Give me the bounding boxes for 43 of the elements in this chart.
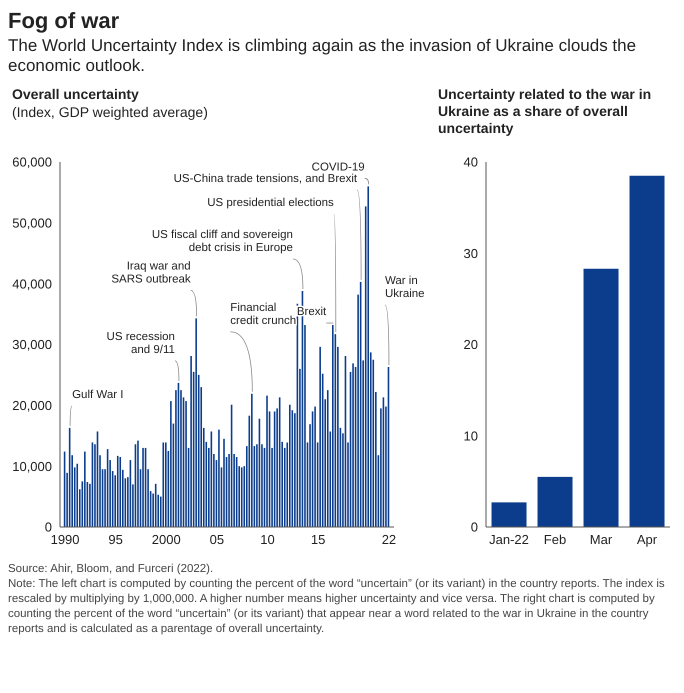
annotation: US presidential elections [207, 197, 334, 210]
annotation: Gulf War I [72, 388, 124, 401]
text: The World Uncertainty Index is climbing again as the invasion of Ukraine clouds the economic outlook. [8, 36, 638, 76]
annotation: US fiscal cliff and sovereign debt crisis in Europe [152, 228, 293, 254]
y-tick-label: 60,000 [12, 154, 52, 170]
y-tick-label: 50,000 [12, 215, 52, 230]
bar [492, 502, 527, 527]
y-tick-label: 20 [464, 337, 478, 352]
x-tick-label: Feb [544, 532, 566, 548]
annotation: Iraq war and SARS outbreak [111, 260, 191, 286]
chart-title: Uncertainty related to the war in Ukraine as a share of overall uncertainty [438, 86, 652, 137]
annotation: War in Ukraine [384, 275, 425, 300]
y-tick-label: 0 [470, 520, 478, 535]
x-tick-label: 2000 [152, 532, 181, 548]
annotation: US recession and 9/11 [106, 330, 175, 356]
x-tick-label: Jan-22 [489, 532, 529, 548]
y-tick-label: 30,000 [12, 337, 52, 352]
y-tick-label: 0 [44, 520, 52, 535]
y-tick-label: 40,000 [12, 276, 52, 292]
annotation: COVID-19 [312, 161, 365, 174]
text: Note: The left chart is computed by counting the percent of the word “uncertain” (or its variant) in the country reports. The index is rescaled by multiplying by 1,000,000. A higher number means higher uncertainty and vice versa. The right chart is computed by counting the percent of the word “uncertain” (or its variant) that appear near a word related to the war in Ukraine in the country reports and is calculated as a parentage of overall uncertainty. [8, 577, 666, 637]
chart-subtitle: (Index, GDP weighted average) [12, 103, 209, 121]
bar [538, 476, 573, 527]
x-tick-label: 1990 [50, 532, 80, 548]
annotation: Financial credit crunch [230, 302, 296, 327]
x-tick-label: 05 [210, 532, 224, 548]
y-tick-label: 20,000 [12, 398, 52, 413]
text: Fog of war [8, 8, 120, 34]
x-tick-label: 10 [260, 532, 275, 548]
x-tick-label: 15 [310, 532, 326, 548]
bar [584, 268, 619, 527]
chart-title: Overall uncertainty [12, 86, 140, 103]
y-tick-label: 10 [464, 428, 478, 444]
y-tick-label: 30 [464, 246, 478, 261]
y-tick-label: 10,000 [12, 458, 52, 474]
x-tick-label: Apr [636, 532, 658, 548]
y-tick-label: 40 [464, 154, 478, 170]
annotation: US-China trade tensions, and Brexit [174, 172, 358, 185]
x-tick-label: 95 [108, 532, 123, 548]
x-tick-label: Mar [590, 532, 613, 548]
bar [630, 176, 665, 527]
source-note: Source: Ahir, Bloom, and Furceri (2022). [8, 562, 214, 577]
x-tick-label: 22 [382, 532, 396, 548]
